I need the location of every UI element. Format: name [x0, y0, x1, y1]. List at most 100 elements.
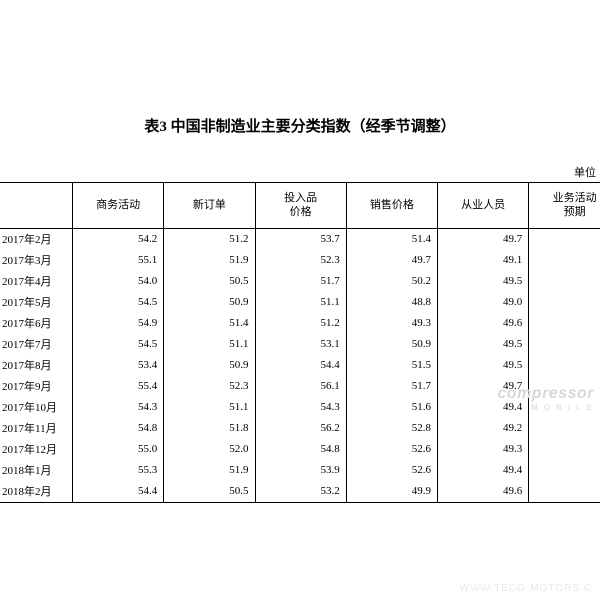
- table-cell: [529, 271, 600, 292]
- table-cell: 52.3: [164, 376, 255, 397]
- table-row: 2017年10月54.351.154.351.649.4: [0, 397, 600, 418]
- table-cell: 54.5: [73, 334, 164, 355]
- row-label: 2017年9月: [0, 376, 73, 397]
- table-cell: [529, 292, 600, 313]
- table-cell: 50.5: [164, 271, 255, 292]
- row-label: 2017年3月: [0, 250, 73, 271]
- column-header: 商务活动: [73, 183, 164, 229]
- table-cell: 52.6: [346, 460, 437, 481]
- table-cell: 51.9: [164, 250, 255, 271]
- table-cell: 49.4: [438, 460, 529, 481]
- table-cell: 56.2: [255, 418, 346, 439]
- row-label: 2017年5月: [0, 292, 73, 313]
- table-cell: 52.8: [346, 418, 437, 439]
- table-cell: 54.4: [255, 355, 346, 376]
- table-title: 表3 中国非制造业主要分类指数（经季节调整）: [0, 115, 600, 136]
- table-row: 2017年6月54.951.451.249.349.6: [0, 313, 600, 334]
- table-cell: 55.4: [73, 376, 164, 397]
- column-header: 新订单: [164, 183, 255, 229]
- table-cell: 51.4: [164, 313, 255, 334]
- table-cell: 49.9: [346, 481, 437, 503]
- table-cell: 51.2: [255, 313, 346, 334]
- table-cell: 54.3: [255, 397, 346, 418]
- table-cell: 51.1: [164, 397, 255, 418]
- column-header: 投入品价格: [255, 183, 346, 229]
- table-cell: 54.3: [73, 397, 164, 418]
- table-row: 2017年9月55.452.356.151.749.7: [0, 376, 600, 397]
- table-cell: 49.5: [438, 271, 529, 292]
- table-wrapper: 商务活动新订单投入品价格销售价格从业人员业务活动预期 2017年2月54.251…: [0, 182, 600, 503]
- table-cell: 54.8: [73, 418, 164, 439]
- table-cell: 51.1: [164, 334, 255, 355]
- row-label: 2017年7月: [0, 334, 73, 355]
- table-cell: 53.2: [255, 481, 346, 503]
- row-label: 2018年2月: [0, 481, 73, 503]
- table-cell: [529, 397, 600, 418]
- table-row: 2017年4月54.050.551.750.249.5: [0, 271, 600, 292]
- table-cell: 51.7: [255, 271, 346, 292]
- table-cell: 55.0: [73, 439, 164, 460]
- table-cell: 54.8: [255, 439, 346, 460]
- table-cell: 51.7: [346, 376, 437, 397]
- table-cell: 49.6: [438, 481, 529, 503]
- table-cell: 51.2: [164, 228, 255, 250]
- table-row: 2017年12月55.052.054.852.649.3: [0, 439, 600, 460]
- column-header: 销售价格: [346, 183, 437, 229]
- row-label: 2017年2月: [0, 228, 73, 250]
- table-cell: [529, 439, 600, 460]
- table-cell: 56.1: [255, 376, 346, 397]
- table-cell: [529, 376, 600, 397]
- table-cell: 49.5: [438, 355, 529, 376]
- table-cell: 50.9: [164, 355, 255, 376]
- table-cell: 50.9: [346, 334, 437, 355]
- table-row: 2017年2月54.251.253.751.449.7: [0, 228, 600, 250]
- table-cell: [529, 481, 600, 503]
- table-cell: 49.7: [438, 376, 529, 397]
- table-cell: 53.9: [255, 460, 346, 481]
- table-cell: 54.4: [73, 481, 164, 503]
- table-cell: [529, 250, 600, 271]
- table-cell: 55.3: [73, 460, 164, 481]
- table-cell: 50.5: [164, 481, 255, 503]
- table-row: 2018年1月55.351.953.952.649.4: [0, 460, 600, 481]
- table-cell: 49.6: [438, 313, 529, 334]
- table-row: 2017年5月54.550.951.148.849.0: [0, 292, 600, 313]
- table-cell: 48.8: [346, 292, 437, 313]
- table-cell: [529, 313, 600, 334]
- row-label: 2017年4月: [0, 271, 73, 292]
- table-cell: 52.3: [255, 250, 346, 271]
- table-cell: [529, 418, 600, 439]
- table-cell: 51.9: [164, 460, 255, 481]
- table-cell: 49.0: [438, 292, 529, 313]
- table-cell: 51.5: [346, 355, 437, 376]
- row-label: 2017年10月: [0, 397, 73, 418]
- table-cell: 49.5: [438, 334, 529, 355]
- table-cell: 53.7: [255, 228, 346, 250]
- table-cell: [529, 355, 600, 376]
- row-label: 2017年6月: [0, 313, 73, 334]
- table-cell: 49.7: [438, 228, 529, 250]
- table-row: 2017年8月53.450.954.451.549.5: [0, 355, 600, 376]
- table-row: 2017年11月54.851.856.252.849.2: [0, 418, 600, 439]
- table-cell: 51.6: [346, 397, 437, 418]
- table-cell: 54.0: [73, 271, 164, 292]
- table-cell: 51.8: [164, 418, 255, 439]
- data-table: 商务活动新订单投入品价格销售价格从业人员业务活动预期 2017年2月54.251…: [0, 182, 600, 503]
- table-cell: 49.3: [438, 439, 529, 460]
- table-cell: 54.2: [73, 228, 164, 250]
- table-cell: 49.3: [346, 313, 437, 334]
- table-row: 2017年3月55.151.952.349.749.1: [0, 250, 600, 271]
- table-cell: [529, 334, 600, 355]
- table-header-row: 商务活动新订单投入品价格销售价格从业人员业务活动预期: [0, 183, 600, 229]
- table-cell: 49.7: [346, 250, 437, 271]
- table-body: 2017年2月54.251.253.751.449.72017年3月55.151…: [0, 228, 600, 502]
- table-cell: 51.1: [255, 292, 346, 313]
- table-cell: 53.4: [73, 355, 164, 376]
- table-cell: 52.6: [346, 439, 437, 460]
- table-cell: 54.9: [73, 313, 164, 334]
- table-cell: 51.4: [346, 228, 437, 250]
- table-cell: 50.9: [164, 292, 255, 313]
- table-row: 2018年2月54.450.553.249.949.6: [0, 481, 600, 503]
- table-cell: 52.0: [164, 439, 255, 460]
- table-cell: [529, 460, 600, 481]
